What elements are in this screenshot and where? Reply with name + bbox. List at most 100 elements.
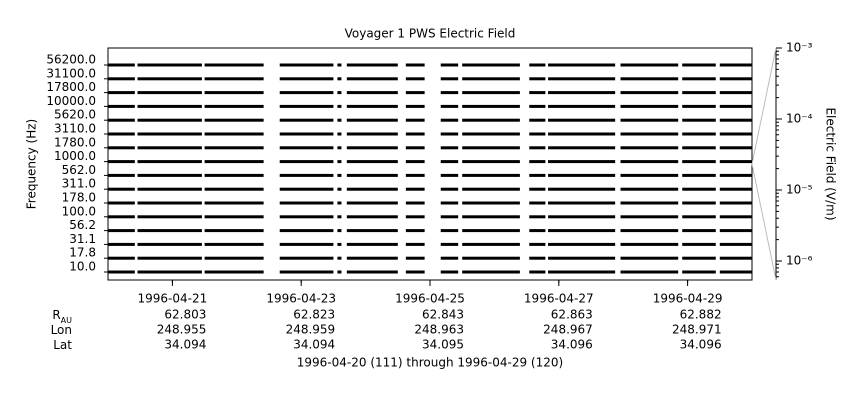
ephemeris-value: 34.094 bbox=[164, 338, 206, 352]
ephemeris-label-main: R bbox=[52, 308, 60, 322]
channel-segment bbox=[108, 91, 135, 95]
channel-segment bbox=[137, 160, 202, 164]
channel-segment bbox=[529, 229, 546, 233]
channel-segment bbox=[137, 104, 202, 108]
channel-segment bbox=[204, 229, 264, 233]
caption: 1996-04-20 (111) through 1996-04-29 (120… bbox=[297, 356, 563, 370]
ephemeris-label-sub: AU bbox=[61, 316, 72, 325]
ephemeris-value: 62.823 bbox=[293, 308, 335, 322]
channel-segment bbox=[440, 256, 459, 260]
channel-segment bbox=[548, 91, 616, 95]
channel-segment bbox=[719, 63, 752, 67]
channel-segment bbox=[204, 146, 264, 150]
channel-segment bbox=[682, 104, 716, 108]
channel-segment bbox=[279, 146, 334, 150]
channel-segment bbox=[337, 256, 342, 260]
channel-segment bbox=[279, 118, 334, 122]
channel-segment bbox=[682, 229, 716, 233]
channel-segment bbox=[548, 215, 616, 219]
channel-segment bbox=[279, 242, 334, 246]
channel-segment bbox=[548, 146, 616, 150]
channel-segment bbox=[137, 215, 202, 219]
channel-segment bbox=[279, 201, 334, 205]
channel-segment bbox=[346, 77, 398, 81]
channel-segment bbox=[204, 187, 264, 191]
channel-segment bbox=[346, 104, 398, 108]
channel-segment bbox=[204, 63, 264, 67]
channel-segment bbox=[440, 160, 459, 164]
y-tick-label: 100.0 bbox=[62, 204, 96, 218]
channel-segment bbox=[620, 160, 679, 164]
channel-segment bbox=[462, 270, 520, 274]
channel-segment bbox=[337, 77, 342, 81]
channel-segment bbox=[719, 229, 752, 233]
channel-segment bbox=[346, 146, 398, 150]
channel-segment bbox=[682, 160, 716, 164]
channel-segment bbox=[204, 215, 264, 219]
channel-segment bbox=[620, 242, 679, 246]
ephemeris-value: 62.863 bbox=[551, 308, 593, 322]
channel-segment bbox=[462, 215, 520, 219]
channel-segment bbox=[405, 242, 425, 246]
channel-segment bbox=[346, 229, 398, 233]
channel-segment bbox=[204, 270, 264, 274]
channel-segment bbox=[279, 77, 334, 81]
ephemeris-value: 62.843 bbox=[422, 308, 464, 322]
channel-segment bbox=[620, 132, 679, 136]
channel-segment bbox=[719, 242, 752, 246]
channel-segment bbox=[279, 173, 334, 177]
y2-axis-label: Electric Field (V/m) bbox=[824, 107, 838, 220]
channel-segment bbox=[719, 104, 752, 108]
x-tick-label: 1996-04-21 bbox=[138, 292, 208, 306]
y-tick-label: 3110.0 bbox=[54, 122, 96, 136]
channel-segment bbox=[719, 91, 752, 95]
channel-segment bbox=[337, 118, 342, 122]
channel-segment bbox=[108, 187, 135, 191]
channel-segment bbox=[346, 91, 398, 95]
channel-segment bbox=[620, 201, 679, 205]
channel-segment bbox=[204, 256, 264, 260]
channel-segment bbox=[620, 256, 679, 260]
channel-segment bbox=[108, 77, 135, 81]
channel-segment bbox=[346, 242, 398, 246]
channel-segment bbox=[548, 256, 616, 260]
channel-segment bbox=[620, 118, 679, 122]
channel-segment bbox=[529, 118, 546, 122]
channel-segment bbox=[548, 173, 616, 177]
channel-segment bbox=[337, 63, 342, 67]
channel-segment bbox=[108, 173, 135, 177]
channel-segment bbox=[204, 91, 264, 95]
channel-segment bbox=[548, 132, 616, 136]
channel-segment bbox=[204, 173, 264, 177]
channel-segment bbox=[529, 146, 546, 150]
channel-segment bbox=[529, 187, 546, 191]
ephemeris-label: Lon bbox=[51, 323, 72, 337]
x-tick-label: 1996-04-23 bbox=[266, 292, 336, 306]
channel-segment bbox=[620, 229, 679, 233]
channel-segment bbox=[279, 91, 334, 95]
chart-title: Voyager 1 PWS Electric Field bbox=[345, 27, 516, 41]
channel-segment bbox=[137, 63, 202, 67]
channel-segment bbox=[204, 242, 264, 246]
channel-segment bbox=[620, 270, 679, 274]
channel-segment bbox=[337, 160, 342, 164]
channel-segment bbox=[405, 215, 425, 219]
channel-segment bbox=[405, 229, 425, 233]
channel-segment bbox=[108, 63, 135, 67]
y-tick-label: 10000.0 bbox=[46, 94, 96, 108]
ephemeris-label: RAU bbox=[52, 308, 72, 325]
channel-segment bbox=[529, 91, 546, 95]
channel-segment bbox=[137, 270, 202, 274]
channel-segment bbox=[548, 63, 616, 67]
x-tick-label: 1996-04-27 bbox=[524, 292, 594, 306]
y-tick-label: 31100.0 bbox=[46, 66, 96, 80]
channel-segment bbox=[405, 91, 425, 95]
channel-segment bbox=[337, 146, 342, 150]
channel-segment bbox=[346, 215, 398, 219]
channel-segment bbox=[337, 104, 342, 108]
channel-segment bbox=[337, 91, 342, 95]
ephemeris-value: 248.955 bbox=[157, 323, 207, 337]
channel-segment bbox=[440, 201, 459, 205]
y-tick-label: 178.0 bbox=[62, 191, 96, 205]
